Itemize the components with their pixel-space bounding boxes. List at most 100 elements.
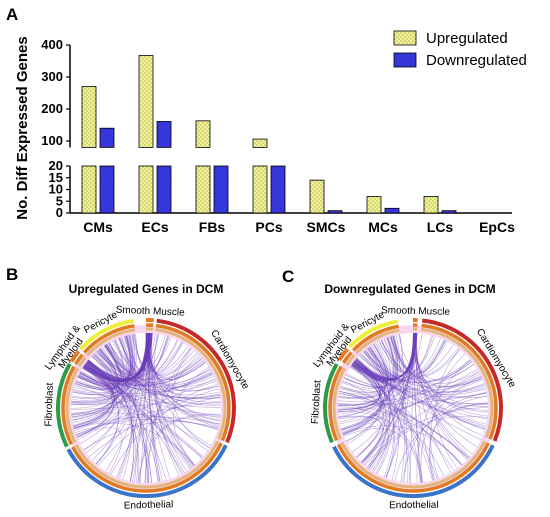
chord-link bbox=[339, 344, 388, 397]
panel-letter-b: B bbox=[6, 265, 18, 284]
chord-link bbox=[78, 374, 222, 408]
chord-link bbox=[84, 364, 119, 465]
chord-link bbox=[359, 355, 471, 384]
chord-link bbox=[367, 347, 461, 379]
chord-link bbox=[342, 372, 480, 434]
chord-link bbox=[148, 333, 194, 467]
chord-link bbox=[114, 339, 220, 396]
chord-link bbox=[349, 339, 445, 383]
chord-link bbox=[387, 337, 448, 374]
chord-link bbox=[82, 367, 137, 483]
sector-label-fibroblast: Fibroblast bbox=[310, 380, 324, 425]
chord-link bbox=[71, 344, 121, 419]
sector-mid-arc bbox=[352, 324, 399, 352]
chord-link bbox=[76, 362, 115, 438]
chord-link bbox=[83, 333, 150, 451]
sector-pericyte bbox=[79, 318, 136, 357]
y-tick-label: 400 bbox=[41, 37, 63, 52]
sector-mid-arc bbox=[82, 324, 135, 354]
bar-up-ecs-upper bbox=[138, 55, 154, 148]
chord-link bbox=[392, 335, 408, 483]
chord-link bbox=[73, 416, 220, 429]
chord-link bbox=[99, 348, 198, 380]
chord-link bbox=[71, 333, 153, 402]
chord-link bbox=[342, 336, 397, 389]
chord-link bbox=[354, 333, 418, 380]
chord-link bbox=[354, 360, 486, 428]
chord-link bbox=[106, 343, 220, 422]
bar-up-mcs bbox=[366, 196, 382, 214]
chord-link bbox=[93, 354, 215, 389]
sector-mid-arc bbox=[336, 442, 490, 493]
chord-link bbox=[338, 333, 417, 406]
chord-link bbox=[413, 332, 468, 461]
chord-link bbox=[131, 334, 206, 380]
chord-link bbox=[113, 340, 222, 406]
sector-mid-arc bbox=[74, 353, 84, 365]
chord-link bbox=[84, 364, 217, 392]
chord-links bbox=[70, 332, 222, 484]
chord-link bbox=[338, 332, 416, 400]
bar-down-pcs bbox=[270, 165, 286, 214]
chord-link bbox=[83, 332, 148, 382]
chord-link bbox=[381, 339, 486, 393]
chord-link bbox=[415, 333, 483, 436]
chord-link bbox=[353, 335, 399, 381]
chord-link bbox=[87, 345, 189, 382]
chord-link bbox=[73, 349, 118, 393]
chord-link bbox=[109, 340, 179, 375]
chord-link bbox=[352, 362, 386, 464]
chord-link bbox=[361, 333, 417, 377]
chord-link bbox=[354, 332, 416, 380]
chord-link bbox=[74, 335, 132, 391]
y-tick-label: 5 bbox=[56, 193, 63, 208]
chord-link bbox=[97, 350, 160, 482]
chord-link bbox=[83, 332, 149, 382]
chord-link bbox=[85, 363, 194, 467]
chord-link bbox=[83, 366, 193, 468]
chord-link bbox=[94, 352, 135, 482]
sector-cardiomyocyte bbox=[155, 318, 236, 444]
chord-link bbox=[149, 333, 206, 380]
chord-link bbox=[345, 332, 414, 442]
bar-legend: Upregulated Downregulated bbox=[393, 30, 527, 69]
sector-outer-arc bbox=[323, 363, 339, 444]
sector-outer-arc bbox=[332, 444, 495, 499]
chord-link bbox=[71, 366, 113, 404]
y-tick-label: 200 bbox=[41, 101, 63, 116]
chord-link bbox=[378, 333, 417, 373]
chord-link bbox=[71, 367, 112, 414]
chord-link bbox=[338, 369, 478, 403]
chord-link bbox=[364, 332, 415, 376]
x-tick-label: LCs bbox=[427, 219, 454, 235]
chord-link bbox=[87, 332, 148, 380]
chord-link bbox=[172, 348, 210, 448]
chord-link bbox=[363, 351, 486, 429]
chord-link bbox=[71, 339, 178, 418]
chord-link bbox=[147, 332, 221, 403]
chord-link bbox=[91, 355, 139, 483]
chord-link bbox=[104, 333, 150, 375]
chord-link bbox=[86, 361, 204, 457]
chord-link bbox=[75, 333, 137, 389]
chord-link bbox=[75, 333, 150, 390]
sector-inner-arc bbox=[340, 440, 486, 489]
chord-link bbox=[82, 367, 214, 390]
chord-link bbox=[343, 428, 422, 483]
y-axis-label: No. Diff Expressed Genes bbox=[14, 36, 31, 219]
chord-link bbox=[105, 344, 149, 484]
chord-link bbox=[353, 333, 417, 380]
chord-link bbox=[351, 364, 488, 404]
chord-link bbox=[398, 334, 482, 387]
sector-outer-arc bbox=[66, 444, 228, 499]
chord-link bbox=[119, 337, 208, 452]
chord-link bbox=[84, 335, 132, 382]
chord-link bbox=[339, 391, 469, 459]
chord-link bbox=[104, 345, 152, 483]
chord-link bbox=[338, 333, 418, 399]
panel-letter-a: A bbox=[6, 5, 18, 24]
chord-link bbox=[354, 332, 414, 380]
chord-link bbox=[338, 333, 423, 398]
chord-link bbox=[86, 333, 151, 380]
chord-link bbox=[338, 411, 424, 483]
